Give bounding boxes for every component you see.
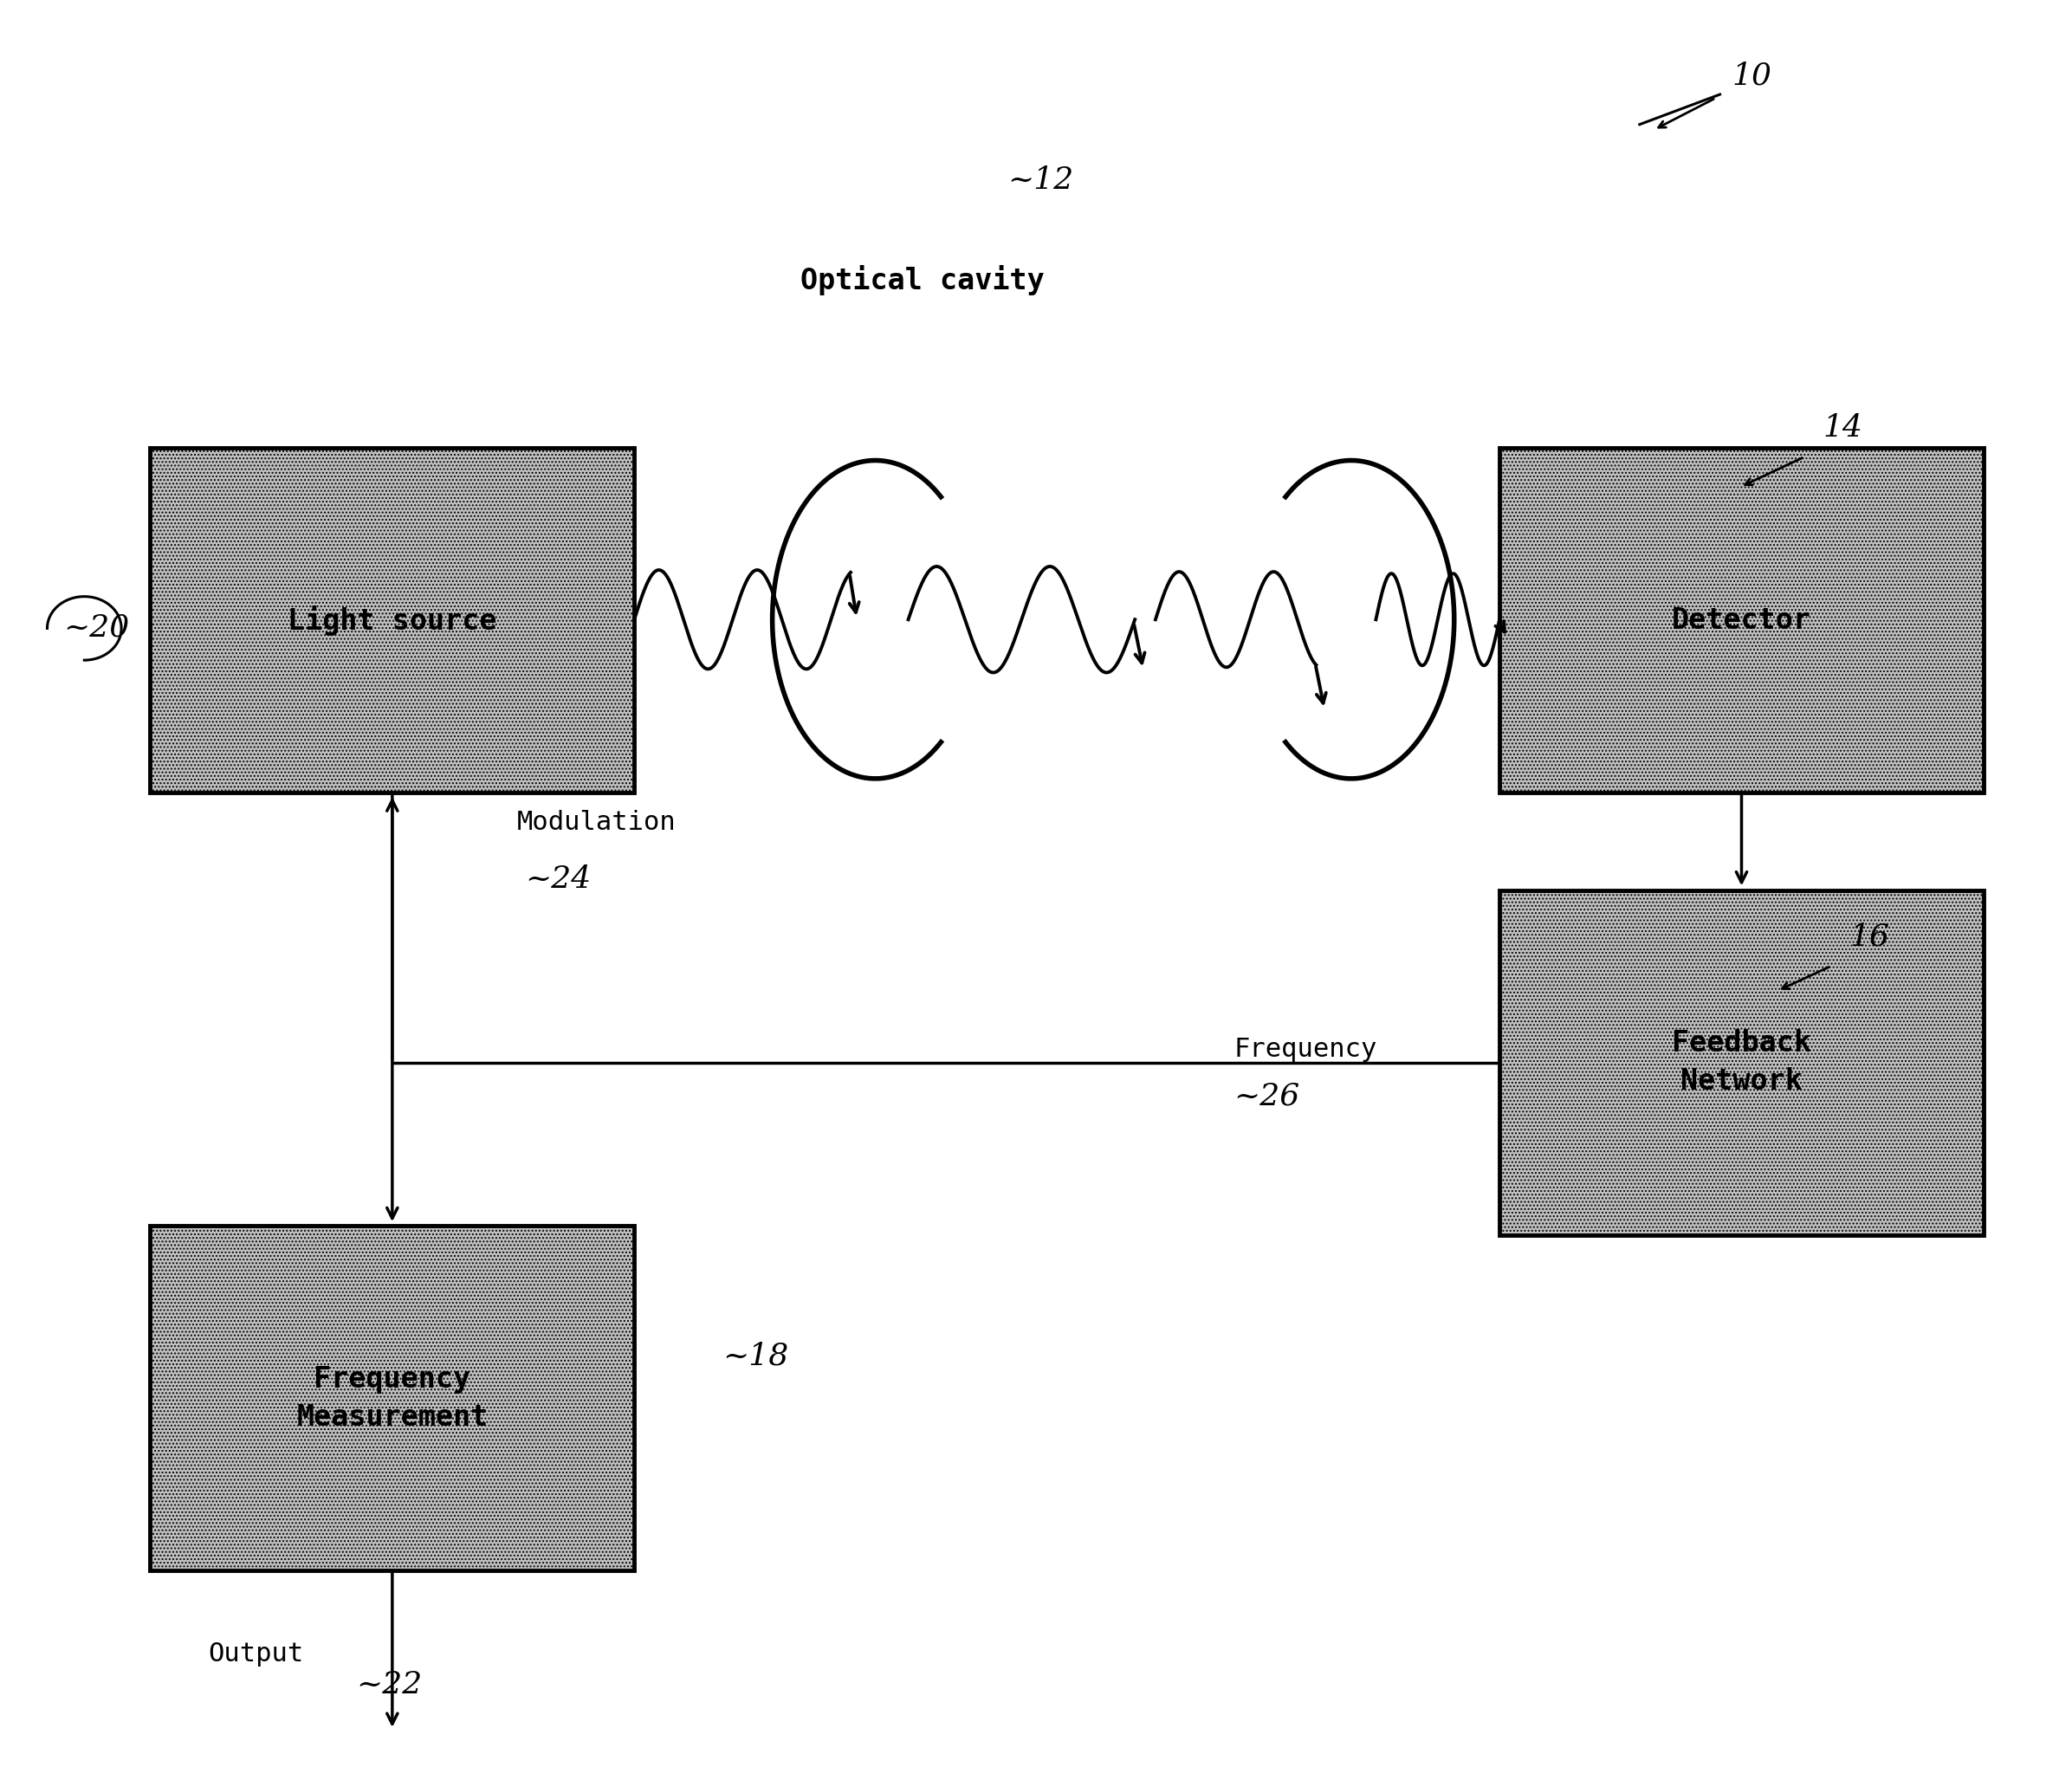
Text: ~18: ~18 <box>723 1342 789 1371</box>
Text: Feedback
Network: Feedback Network <box>1672 1029 1811 1095</box>
Text: Frequency: Frequency <box>1233 1036 1378 1061</box>
Bar <box>1500 449 1983 792</box>
Text: Output: Output <box>207 1641 303 1666</box>
Text: ~24: ~24 <box>524 863 591 894</box>
Text: 10: 10 <box>1732 62 1772 91</box>
Text: Light source: Light source <box>288 605 497 635</box>
Text: ~26: ~26 <box>1233 1082 1299 1111</box>
Text: ~12: ~12 <box>1007 166 1073 196</box>
Text: Detector: Detector <box>1672 607 1811 635</box>
Bar <box>149 1226 634 1570</box>
Text: Frequency
Measurement: Frequency Measurement <box>296 1365 489 1431</box>
Text: Optical cavity: Optical cavity <box>800 265 1044 295</box>
Text: 16: 16 <box>1850 922 1890 952</box>
Text: ~20: ~20 <box>64 612 131 643</box>
Text: Modulation: Modulation <box>516 810 675 835</box>
Bar <box>1500 890 1983 1235</box>
Bar <box>149 449 634 792</box>
Text: ~22: ~22 <box>356 1670 423 1700</box>
Text: 14: 14 <box>1823 413 1863 443</box>
